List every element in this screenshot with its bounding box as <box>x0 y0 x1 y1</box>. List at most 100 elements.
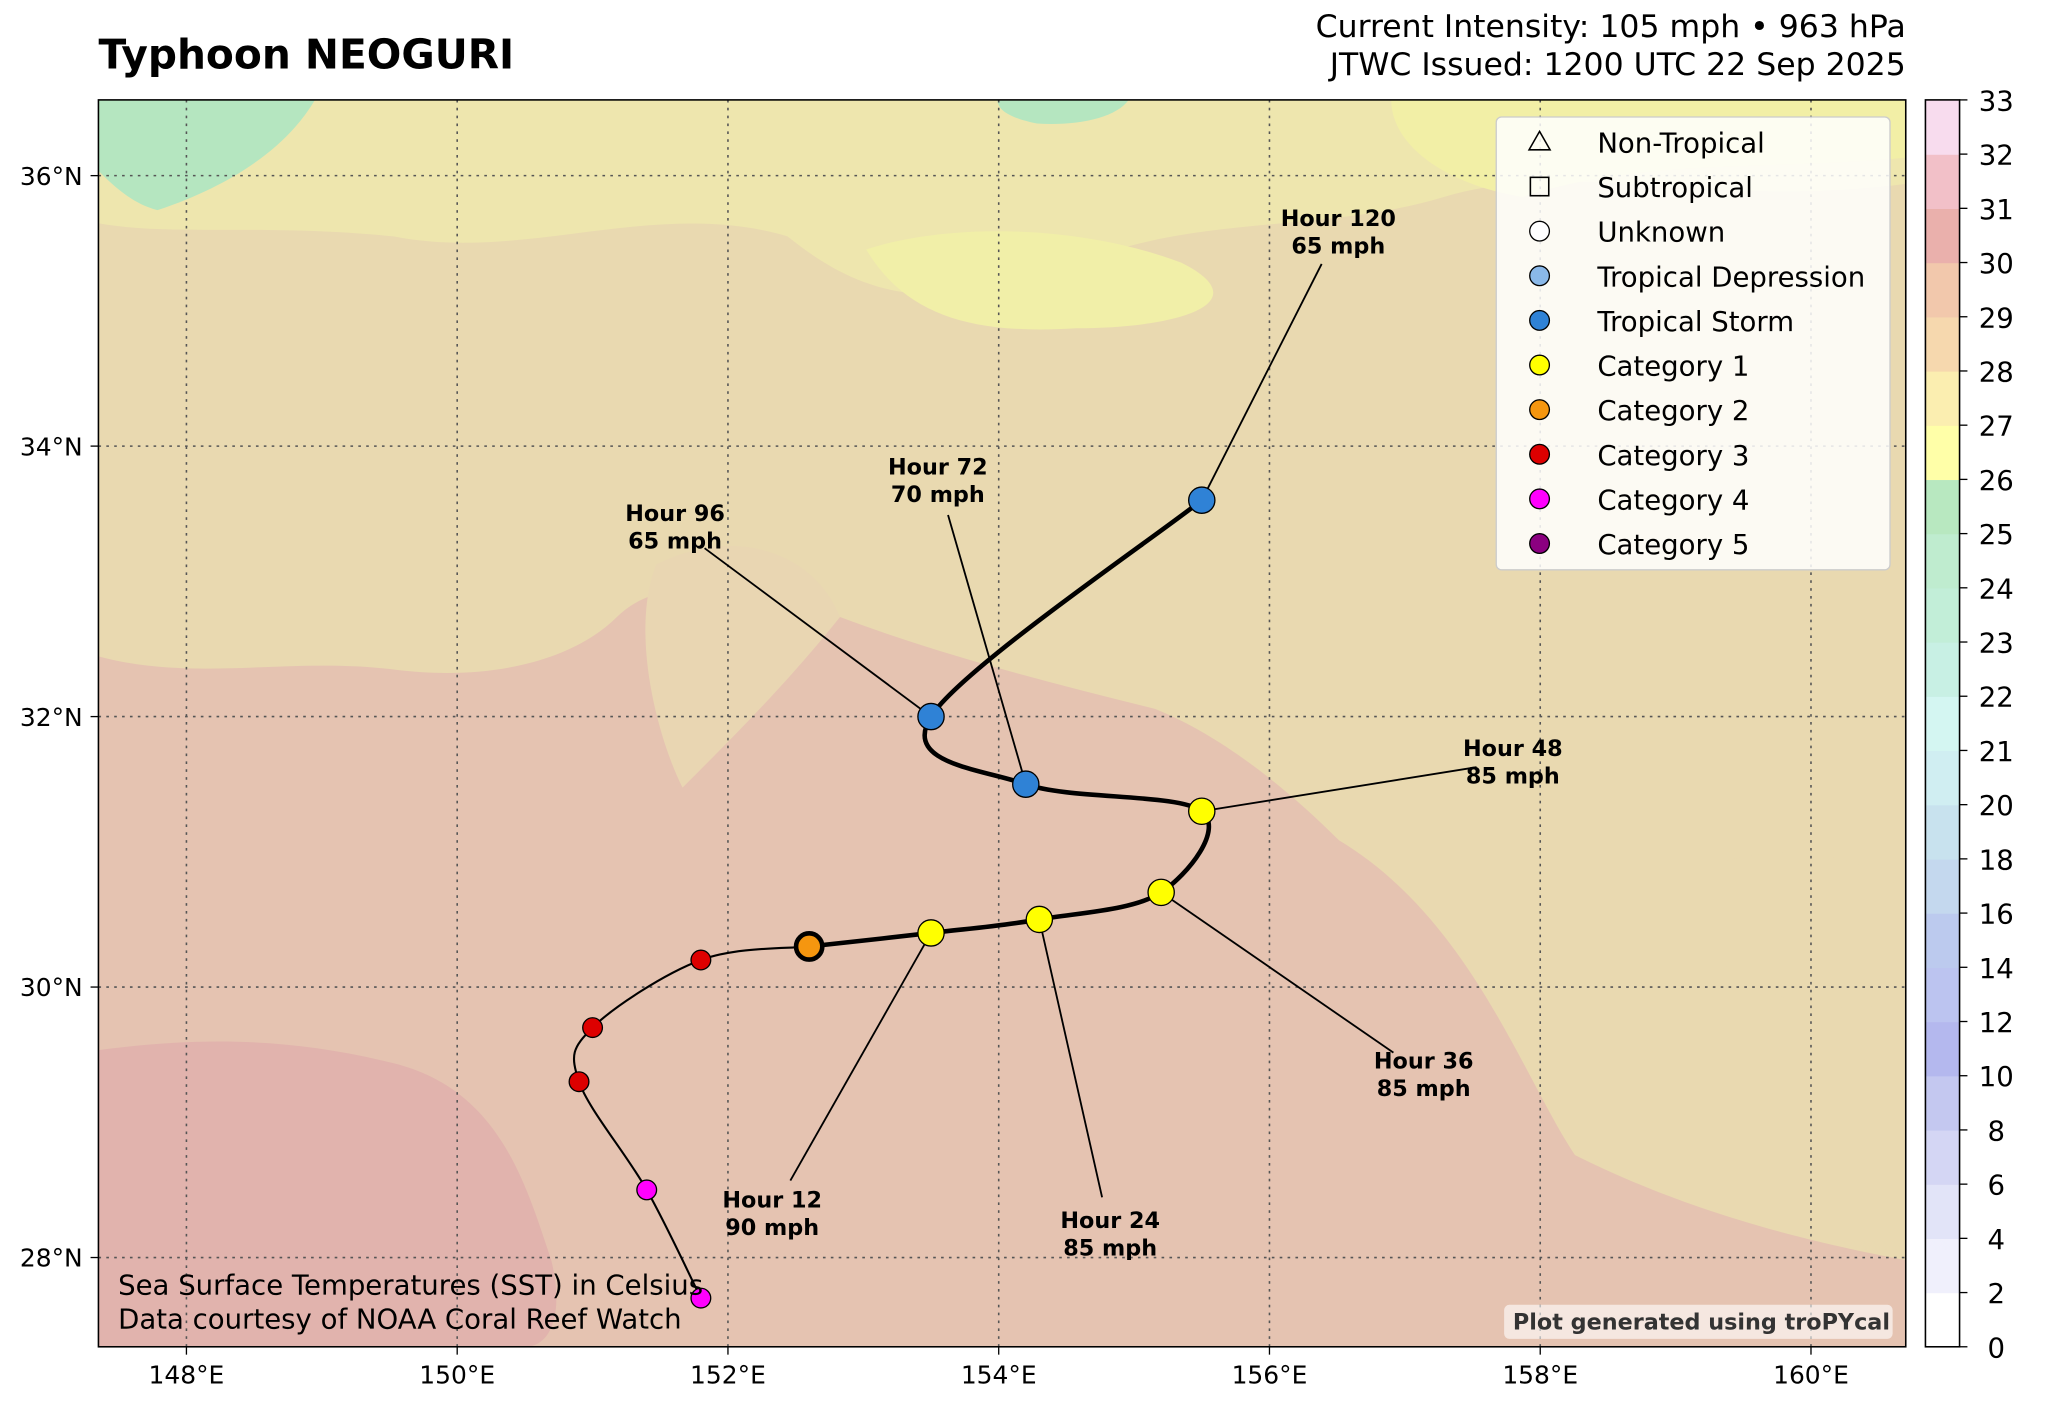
legend-marker <box>1529 309 1551 331</box>
colorbar-segment <box>1925 1292 1960 1348</box>
track-point <box>568 1071 590 1093</box>
map-frame <box>97 99 1907 1348</box>
legend: Non-Tropical Subtropical Unknown Tropical D… <box>1495 116 1891 571</box>
x-tick-label: 154°E <box>961 1361 1037 1390</box>
annotation-hour: Hour 72 <box>888 454 988 480</box>
colorbar-label: 0 <box>1988 1332 2006 1364</box>
y-tick-label: 32°N <box>20 703 83 732</box>
legend-marker <box>1529 265 1551 287</box>
legend-label: Category 5 <box>1597 529 1749 561</box>
annotation-hour: Hour 96 <box>625 501 725 527</box>
colorbar-label: 20 <box>1979 790 2014 822</box>
intensity: Current Intensity: 105 mph • 963 hPa <box>1316 9 1906 45</box>
colorbar-label: 31 <box>1979 194 2014 226</box>
past-track <box>572 945 810 1299</box>
colorbar-label: 29 <box>1979 302 2014 334</box>
annotation-wind: 85 mph <box>1063 1235 1157 1261</box>
credit: Plot generated using troPYcal <box>1513 1310 1890 1336</box>
annotation-line <box>1201 766 1477 813</box>
colorbar-segment <box>1925 99 1960 155</box>
y-tick-label: 36°N <box>20 162 83 191</box>
legend-marker <box>1529 533 1551 555</box>
colorbar-segment <box>1925 913 1960 968</box>
track-point <box>1187 486 1216 514</box>
annotation-line <box>947 514 1027 785</box>
colorbar-segment <box>1925 587 1960 643</box>
colorbar-segment <box>1925 262 1960 318</box>
annotation-wind: 70 mph <box>891 482 985 508</box>
legend-marker <box>1529 443 1551 465</box>
colorbar-label: 28 <box>1979 356 2014 388</box>
legend-marker <box>1529 220 1551 242</box>
legend-label: Category 2 <box>1597 395 1749 427</box>
legend-label: Category 1 <box>1597 351 1749 383</box>
legend-marker <box>1527 129 1552 151</box>
y-tick-label: 34°N <box>20 432 83 461</box>
colorbar-label: 16 <box>1979 899 2014 931</box>
colorbar-label: 12 <box>1979 1007 2014 1039</box>
track-point <box>1187 797 1216 826</box>
colorbar-segment <box>1925 967 1960 1023</box>
colorbar-segment <box>1925 750 1960 806</box>
colorbar-segment <box>1925 1184 1960 1240</box>
colorbar-segment <box>1925 1238 1960 1294</box>
colorbar-label: 23 <box>1979 628 2014 660</box>
annotation-line <box>1200 263 1323 501</box>
legend-marker <box>1529 399 1551 421</box>
colorbar-segment <box>1925 154 1960 209</box>
track-point <box>582 1017 604 1039</box>
colorbar-segment <box>1925 533 1960 589</box>
track-point <box>1025 905 1054 934</box>
colorbar-frame <box>1924 99 1961 1348</box>
track-point <box>793 931 825 962</box>
legend-label: Category 4 <box>1597 484 1749 516</box>
issued: JTWC Issued: 1200 UTC 22 Sep 2025 <box>1328 47 1906 83</box>
track-point <box>636 1179 658 1201</box>
annotation-hour: Hour 12 <box>722 1187 822 1213</box>
colorbar-segment <box>1925 1021 1960 1077</box>
track-point <box>917 919 945 947</box>
track-point <box>1012 770 1040 798</box>
annotation-wind: 90 mph <box>725 1215 819 1241</box>
annotation-line <box>789 932 932 1182</box>
colorbar-segment <box>1925 642 1960 697</box>
legend-marker <box>1529 354 1551 376</box>
annotation-line <box>704 547 932 718</box>
annotation-hour: Hour 120 <box>1281 206 1396 232</box>
colorbar-label: 25 <box>1979 519 2014 551</box>
colorbar-label: 21 <box>1979 736 2014 768</box>
legend-label: Subtropical <box>1597 172 1753 204</box>
y-tick-label: 28°N <box>20 1244 83 1273</box>
colorbar-segment <box>1925 208 1960 264</box>
annotation-hour: Hour 48 <box>1463 736 1563 762</box>
colorbar-segment <box>1925 696 1960 752</box>
legend-box <box>1495 116 1891 571</box>
x-tick-label: 150°E <box>419 1361 495 1390</box>
annotation-wind: 65 mph <box>1291 233 1385 259</box>
colorbar-segment <box>1925 1075 1960 1131</box>
colorbar: 0246810121416182021222324252627282930313… <box>1924 85 2014 1364</box>
track-point <box>690 949 712 971</box>
x-tick-label: 158°E <box>1502 1361 1578 1390</box>
legend-label: Category 3 <box>1597 440 1749 472</box>
note-sst: Sea Surface Temperatures (SST) in Celsiu… <box>118 1269 703 1301</box>
colorbar-label: 14 <box>1979 953 2014 985</box>
colorbar-segment <box>1925 316 1960 372</box>
track-point <box>690 1287 712 1309</box>
colorbar-label: 33 <box>1979 85 2014 117</box>
colorbar-label: 27 <box>1979 411 2014 443</box>
colorbar-label: 18 <box>1979 844 2014 876</box>
legend-marker <box>1529 488 1551 510</box>
credit-box <box>1504 1304 1893 1339</box>
legend-label: Unknown <box>1597 217 1725 249</box>
track <box>568 263 1477 1309</box>
colorbar-segment <box>1925 804 1960 860</box>
annotation-line <box>1160 891 1394 1054</box>
colorbar-segment <box>1925 370 1960 426</box>
track-point <box>1147 878 1175 907</box>
track-point <box>917 702 945 731</box>
legend-label: Tropical Storm <box>1596 306 1794 338</box>
colorbar-label: 24 <box>1979 573 2014 605</box>
colorbar-segment <box>1925 425 1960 481</box>
